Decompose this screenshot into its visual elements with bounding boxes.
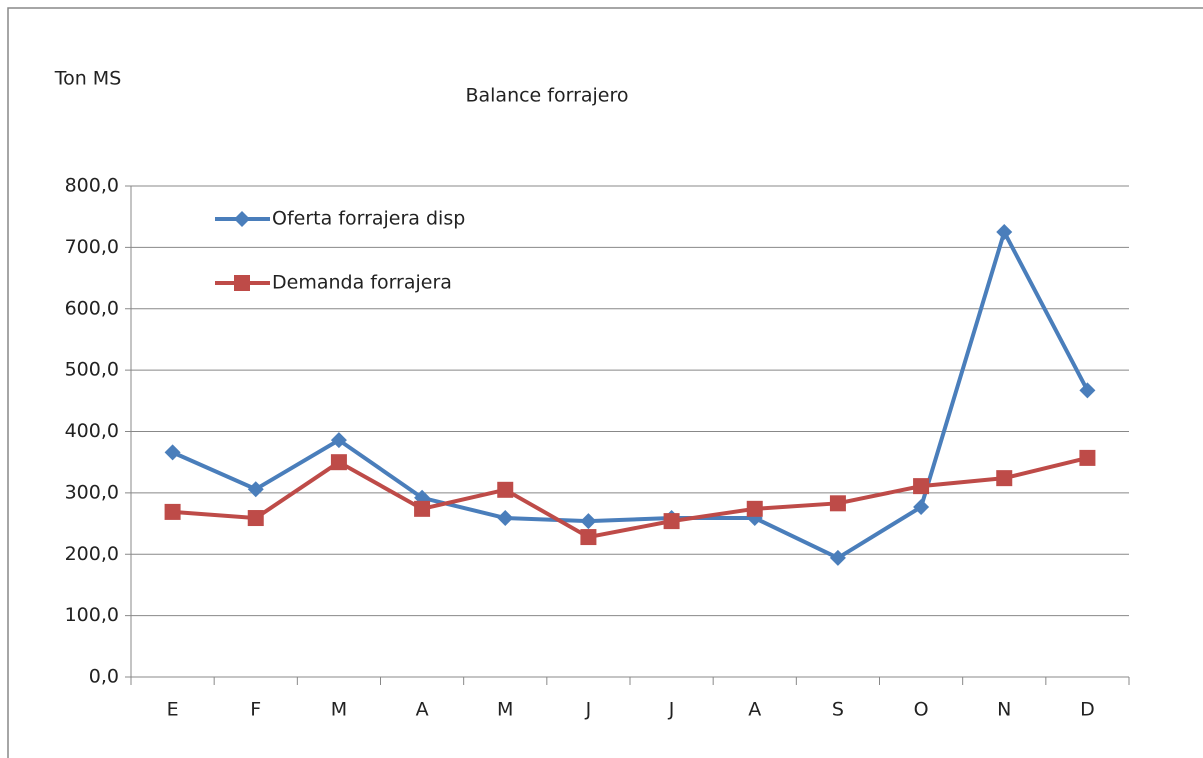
marker bbox=[746, 500, 763, 517]
x-tick-label: M bbox=[331, 699, 347, 721]
series-line bbox=[172, 455, 1088, 540]
x-tick-label: O bbox=[914, 699, 929, 721]
marker bbox=[913, 498, 930, 515]
marker bbox=[234, 275, 250, 291]
x-tick-label: N bbox=[997, 699, 1011, 721]
x-tick-label: J bbox=[585, 699, 592, 721]
legend-label: Oferta forrajera disp bbox=[272, 208, 465, 230]
chart-frame bbox=[7, 7, 1203, 758]
marker bbox=[164, 444, 181, 461]
marker bbox=[996, 470, 1013, 487]
x-tick-label: F bbox=[250, 699, 261, 721]
y-tick-label: 700,0 bbox=[65, 236, 119, 258]
x-tick-label: A bbox=[416, 699, 429, 721]
marker bbox=[247, 481, 264, 498]
y-tick-label: 800,0 bbox=[65, 175, 119, 197]
x-tick-label: D bbox=[1080, 699, 1095, 721]
marker bbox=[414, 500, 431, 517]
marker bbox=[330, 454, 347, 471]
marker bbox=[580, 529, 597, 546]
marker bbox=[829, 495, 846, 512]
marker bbox=[663, 513, 680, 530]
marker bbox=[247, 510, 264, 527]
marker bbox=[164, 503, 181, 520]
y-tick-label: 600,0 bbox=[65, 297, 119, 319]
marker bbox=[1079, 382, 1096, 399]
marker bbox=[234, 211, 250, 227]
x-tick-label: A bbox=[748, 699, 761, 721]
x-tick-label: J bbox=[668, 699, 675, 721]
legend-label: Demanda forrajera bbox=[272, 272, 452, 294]
marker bbox=[330, 432, 347, 449]
y-tick-label: 400,0 bbox=[65, 420, 119, 442]
x-tick-label: E bbox=[167, 699, 179, 721]
y-tick-label: 100,0 bbox=[65, 604, 119, 626]
chart-title: Balance forrajero bbox=[465, 85, 628, 107]
x-tick-label: S bbox=[832, 699, 844, 721]
marker bbox=[497, 481, 514, 498]
x-tick-label: M bbox=[497, 699, 513, 721]
marker bbox=[580, 513, 597, 530]
y-axis-label: Ton MS bbox=[54, 68, 122, 90]
y-tick-label: 0,0 bbox=[89, 666, 119, 688]
series-line bbox=[171, 230, 1090, 560]
y-tick-label: 500,0 bbox=[65, 359, 119, 381]
marker bbox=[497, 510, 514, 527]
marker bbox=[829, 549, 846, 566]
y-tick-label: 200,0 bbox=[65, 543, 119, 565]
marker bbox=[913, 478, 930, 495]
marker bbox=[996, 224, 1013, 241]
marker bbox=[1079, 449, 1096, 466]
y-tick-label: 300,0 bbox=[65, 481, 119, 503]
